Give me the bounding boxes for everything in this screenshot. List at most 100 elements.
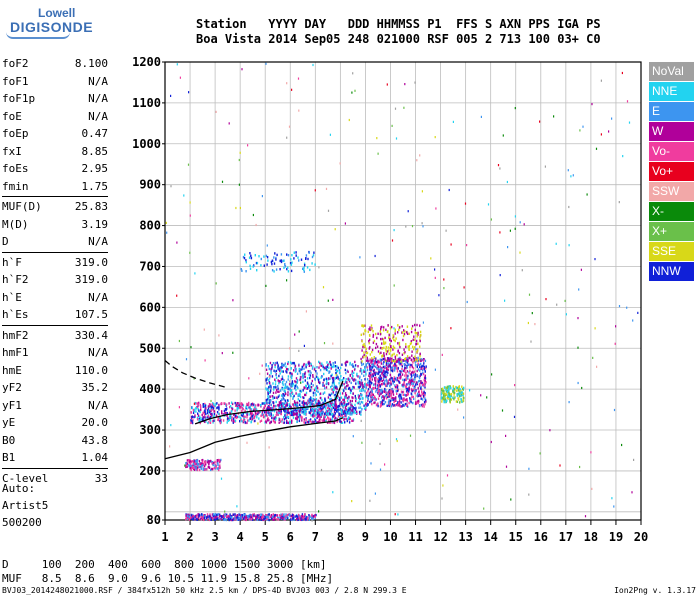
echo-point bbox=[355, 406, 357, 410]
echo-point bbox=[275, 268, 278, 271]
echo-point bbox=[375, 358, 377, 361]
echo-point bbox=[325, 419, 327, 423]
echo-point bbox=[295, 377, 298, 380]
param-row: C-level 33 bbox=[2, 470, 108, 488]
echo-point bbox=[389, 373, 392, 377]
param-value: 2.95 bbox=[81, 162, 109, 175]
echo-point bbox=[247, 419, 249, 422]
echo-point bbox=[333, 421, 336, 425]
echo-point bbox=[312, 517, 314, 521]
echo-point bbox=[200, 513, 203, 516]
echo-point bbox=[296, 412, 299, 415]
echo-point bbox=[412, 389, 414, 393]
echo-point bbox=[294, 370, 297, 373]
echo-point bbox=[405, 390, 408, 393]
echo-point bbox=[340, 396, 343, 399]
param-key: hmE bbox=[2, 363, 22, 377]
echo-point bbox=[413, 386, 415, 390]
echo-point bbox=[187, 459, 190, 462]
echo-point bbox=[198, 513, 201, 517]
echo-point bbox=[346, 399, 349, 403]
echo-point bbox=[460, 398, 462, 401]
echo-point bbox=[195, 410, 197, 413]
echo-point bbox=[326, 379, 328, 383]
echo-point bbox=[317, 390, 319, 393]
legend-item-sse: SSE bbox=[649, 242, 694, 261]
echo-point bbox=[400, 375, 402, 378]
echo-point bbox=[253, 416, 255, 419]
echo-point bbox=[414, 377, 416, 380]
echo-point bbox=[244, 409, 246, 412]
echo-point bbox=[416, 382, 419, 386]
echo-point bbox=[195, 517, 198, 521]
echo-point bbox=[314, 387, 317, 390]
echo-point bbox=[378, 394, 381, 397]
echo-point bbox=[371, 363, 373, 366]
noise-point bbox=[457, 408, 459, 411]
echo-point bbox=[344, 414, 346, 418]
echo-point bbox=[406, 361, 409, 364]
echo-point bbox=[255, 404, 257, 407]
echo-point bbox=[408, 390, 410, 393]
echo-point bbox=[266, 408, 268, 411]
echo-point bbox=[305, 393, 307, 397]
echo-point bbox=[306, 377, 309, 380]
echo-point bbox=[266, 414, 268, 417]
echo-point bbox=[308, 385, 310, 388]
echo-point bbox=[412, 373, 415, 377]
echo-point bbox=[188, 515, 190, 519]
echo-point bbox=[369, 376, 372, 379]
echo-point bbox=[290, 389, 293, 392]
echo-point bbox=[393, 346, 396, 350]
noise-point bbox=[176, 241, 178, 244]
echo-point bbox=[380, 351, 382, 354]
echo-point bbox=[334, 408, 337, 411]
echo-point bbox=[341, 421, 344, 424]
echo-point bbox=[387, 395, 389, 399]
echo-point bbox=[287, 270, 290, 273]
echo-point bbox=[394, 399, 396, 402]
echo-point bbox=[197, 405, 199, 409]
echo-point bbox=[201, 413, 203, 417]
noise-point bbox=[570, 175, 572, 178]
echo-point bbox=[383, 402, 385, 406]
noise-point bbox=[221, 180, 224, 183]
echo-point bbox=[214, 516, 217, 519]
echo-point bbox=[320, 415, 322, 418]
echo-point bbox=[395, 361, 397, 364]
echo-point bbox=[398, 343, 401, 347]
echo-point bbox=[290, 362, 293, 365]
echo-point bbox=[366, 366, 368, 369]
echo-point bbox=[359, 406, 362, 409]
echo-point bbox=[318, 420, 320, 424]
echo-point bbox=[313, 368, 316, 371]
param-key: fmin bbox=[2, 179, 29, 193]
echo-point bbox=[412, 388, 415, 392]
echo-point bbox=[277, 367, 279, 371]
echo-point bbox=[391, 354, 393, 357]
echo-point bbox=[207, 407, 210, 411]
y-tick-label: 300 bbox=[139, 423, 161, 437]
echo-point bbox=[395, 376, 397, 380]
noise-point bbox=[448, 188, 450, 192]
echo-point bbox=[211, 405, 214, 408]
echo-point bbox=[385, 384, 387, 388]
echo-point bbox=[294, 409, 296, 412]
echo-point bbox=[415, 401, 418, 405]
echo-point bbox=[251, 412, 253, 415]
echo-point bbox=[379, 369, 381, 372]
echo-point bbox=[353, 371, 355, 374]
echo-point bbox=[402, 338, 404, 342]
noise-point bbox=[235, 206, 237, 210]
echo-point bbox=[204, 408, 206, 412]
echo-point bbox=[266, 411, 268, 414]
echo-point bbox=[361, 388, 363, 391]
echo-point bbox=[230, 401, 233, 404]
noise-point bbox=[221, 352, 223, 355]
echo-point bbox=[215, 464, 217, 467]
echo-point bbox=[267, 395, 269, 398]
echo-point bbox=[279, 372, 281, 375]
echo-point bbox=[366, 368, 369, 372]
echo-point bbox=[371, 402, 373, 406]
